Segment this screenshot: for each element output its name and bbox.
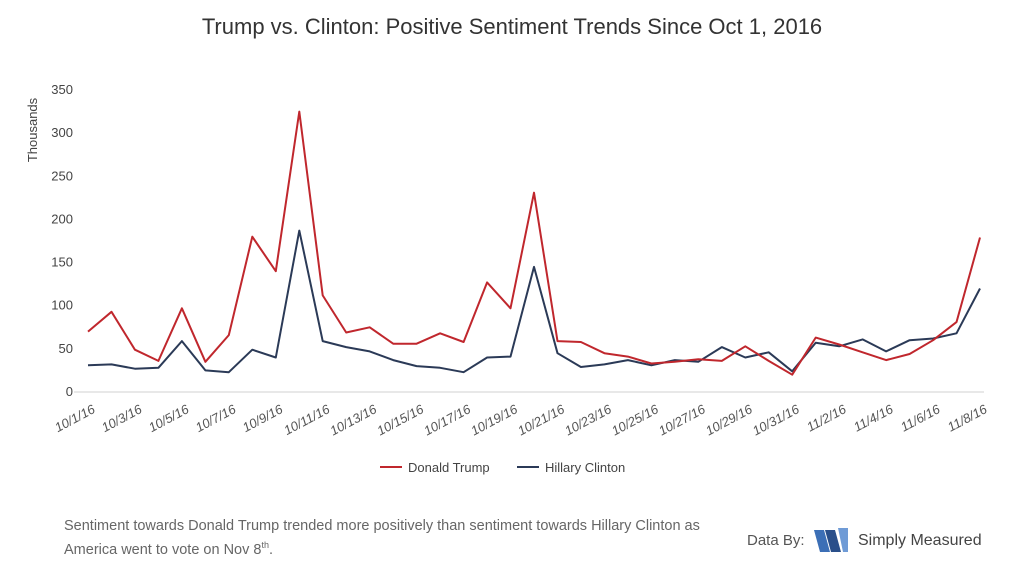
x-tick-label: 10/21/16: [515, 401, 567, 438]
x-tick-label: 10/9/16: [240, 401, 286, 435]
y-axis-ticks: 0 50 100 150 200 250 300 350: [51, 82, 73, 399]
x-tick-label: 10/29/16: [703, 401, 755, 438]
logo-shape-middle: [825, 530, 841, 552]
logo-shape-left: [814, 530, 830, 552]
legend-label-hillary-clinton: Hillary Clinton: [545, 460, 625, 475]
y-tick-label: 350: [51, 82, 73, 97]
x-tick-label: 11/6/16: [898, 401, 943, 435]
simply-measured-brand: Simply Measured: [812, 526, 982, 556]
y-tick-label: 150: [51, 255, 73, 270]
x-tick-label: 11/8/16: [945, 401, 990, 435]
y-tick-label: 100: [51, 298, 73, 313]
brand-name: Simply Measured: [858, 532, 982, 549]
legend: Donald Trump Hillary Clinton: [380, 460, 625, 475]
logo-shape-right: [838, 528, 848, 552]
x-tick-label: 10/11/16: [281, 401, 333, 438]
chart-title: Trump vs. Clinton: Positive Sentiment Tr…: [201, 14, 823, 39]
simply-measured-logo-icon: [814, 528, 848, 552]
series-line-donald-trump: [87, 110, 981, 376]
data-credit-label: Data By:: [747, 532, 805, 549]
x-tick-label: 10/1/16: [52, 401, 98, 435]
x-tick-label: 10/15/16: [374, 401, 426, 438]
series-lines: [87, 110, 981, 376]
chart-caption: Sentiment towards Donald Trump trended m…: [64, 518, 700, 558]
y-axis-label: Thousands: [25, 97, 40, 162]
x-tick-label: 10/13/16: [327, 401, 379, 438]
x-tick-label: 10/19/16: [468, 401, 520, 438]
y-tick-label: 200: [51, 211, 73, 226]
x-tick-label: 11/2/16: [804, 401, 849, 435]
x-tick-label: 10/17/16: [421, 401, 473, 438]
x-tick-label: 10/7/16: [193, 401, 239, 435]
x-tick-label: 10/5/16: [146, 401, 192, 435]
y-tick-label: 50: [59, 341, 73, 356]
series-line-hillary-clinton: [87, 229, 981, 374]
legend-label-donald-trump: Donald Trump: [408, 460, 490, 475]
x-axis-ticks: 10/1/16 10/3/16 10/5/16 10/7/16 10/9/1610/11…: [52, 401, 990, 438]
x-tick-label: 10/23/16: [562, 401, 614, 438]
x-tick-label: 10/25/16: [609, 401, 661, 438]
x-tick-label: 10/3/16: [99, 401, 145, 435]
x-tick-label: 10/31/16: [750, 401, 802, 438]
y-tick-label: 300: [51, 125, 73, 140]
y-tick-label: 0: [66, 384, 73, 399]
y-tick-label: 250: [51, 168, 73, 183]
x-tick-label: 10/27/16: [656, 401, 708, 438]
x-tick-label: 11/4/16: [851, 401, 896, 435]
